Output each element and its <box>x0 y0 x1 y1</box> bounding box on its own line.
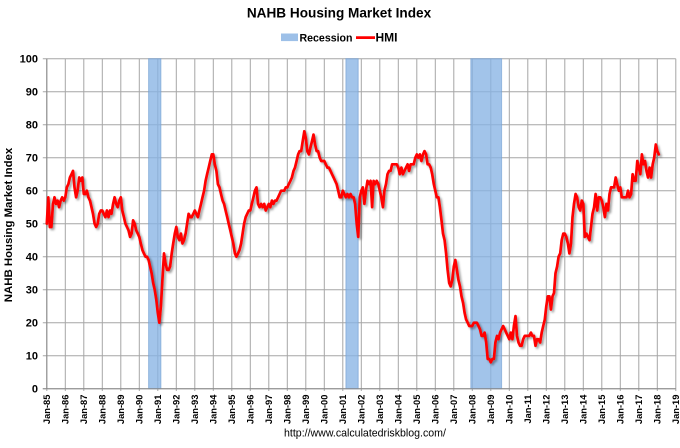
svg-text:http://www.calculatedriskblog.: http://www.calculatedriskblog.com/ <box>284 427 446 439</box>
svg-text:Jan-94: Jan-94 <box>209 394 219 424</box>
svg-text:Jan-85: Jan-85 <box>42 395 52 424</box>
svg-text:100: 100 <box>20 54 38 66</box>
svg-text:Jan-86: Jan-86 <box>61 395 71 424</box>
svg-text:Jan-15: Jan-15 <box>597 395 607 424</box>
svg-text:Jan-19: Jan-19 <box>671 395 680 424</box>
svg-text:Jan-87: Jan-87 <box>79 395 89 424</box>
svg-text:80: 80 <box>26 120 38 132</box>
svg-text:Jan-01: Jan-01 <box>338 395 348 424</box>
svg-text:90: 90 <box>26 87 38 99</box>
svg-text:Jan-09: Jan-09 <box>486 395 496 424</box>
svg-text:Jan-88: Jan-88 <box>98 395 108 424</box>
svg-text:40: 40 <box>26 252 38 264</box>
svg-text:Jan-05: Jan-05 <box>412 395 422 424</box>
svg-text:Jan-08: Jan-08 <box>468 395 478 424</box>
svg-text:Jan-93: Jan-93 <box>190 395 200 424</box>
svg-text:Jan-02: Jan-02 <box>357 395 367 424</box>
svg-text:20: 20 <box>26 318 38 330</box>
svg-text:Jan-00: Jan-00 <box>320 395 330 424</box>
svg-text:50: 50 <box>26 219 38 231</box>
svg-text:Jan-16: Jan-16 <box>616 395 626 424</box>
svg-text:60: 60 <box>26 186 38 198</box>
svg-text:HMI: HMI <box>376 31 398 45</box>
svg-text:10: 10 <box>26 351 38 363</box>
svg-text:Jan-96: Jan-96 <box>246 395 256 424</box>
svg-text:Jan-14: Jan-14 <box>579 394 589 424</box>
svg-text:Jan-91: Jan-91 <box>153 395 163 424</box>
svg-text:Jan-98: Jan-98 <box>283 395 293 424</box>
svg-text:Jan-89: Jan-89 <box>116 395 126 424</box>
svg-text:Jan-90: Jan-90 <box>135 395 145 424</box>
svg-text:Recession: Recession <box>300 32 353 44</box>
svg-text:Jan-97: Jan-97 <box>264 395 274 424</box>
svg-text:NAHB Housing Market Index: NAHB Housing Market Index <box>3 147 15 302</box>
svg-text:Jan-92: Jan-92 <box>172 395 182 424</box>
svg-text:0: 0 <box>32 384 38 396</box>
svg-text:NAHB Housing Market Index: NAHB Housing Market Index <box>247 6 432 21</box>
svg-text:Jan-12: Jan-12 <box>542 395 552 424</box>
svg-text:Jan-17: Jan-17 <box>634 395 644 424</box>
svg-text:Jan-03: Jan-03 <box>375 395 385 424</box>
svg-text:Jan-04: Jan-04 <box>394 394 404 424</box>
svg-text:Jan-95: Jan-95 <box>227 395 237 424</box>
svg-text:Jan-18: Jan-18 <box>653 395 663 424</box>
svg-text:Jan-11: Jan-11 <box>523 395 533 424</box>
svg-text:Jan-06: Jan-06 <box>431 395 441 424</box>
svg-text:Jan-13: Jan-13 <box>560 395 570 424</box>
svg-text:Jan-99: Jan-99 <box>301 395 311 424</box>
svg-text:Jan-10: Jan-10 <box>505 395 515 424</box>
svg-text:30: 30 <box>26 285 38 297</box>
svg-text:70: 70 <box>26 153 38 165</box>
svg-text:Jan-07: Jan-07 <box>449 395 459 424</box>
